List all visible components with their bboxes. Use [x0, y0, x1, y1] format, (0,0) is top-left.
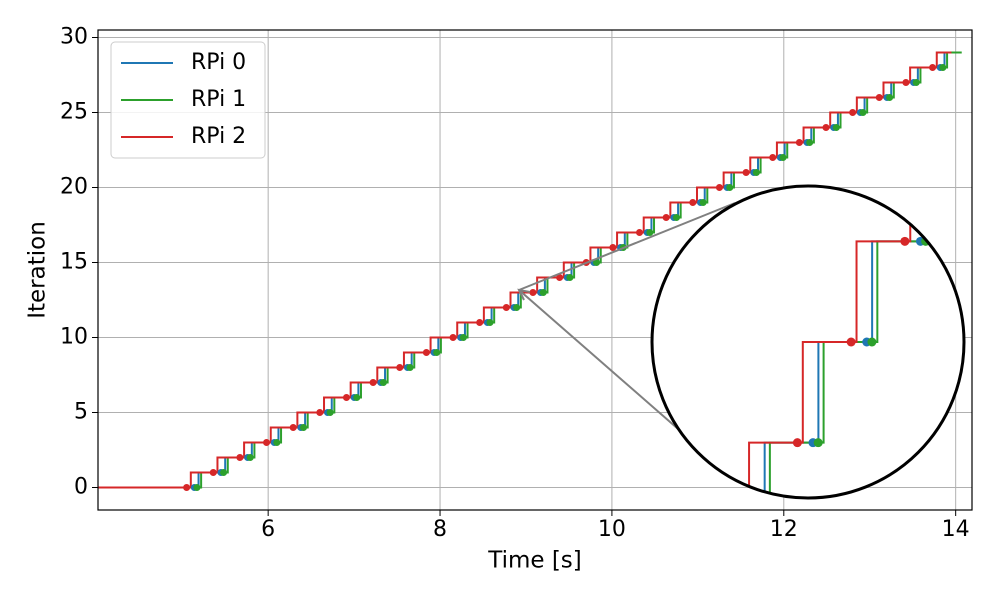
step-marker — [353, 394, 361, 401]
step-marker — [902, 79, 910, 86]
step-marker — [513, 304, 521, 311]
step-marker — [449, 334, 457, 341]
step-marker — [183, 484, 191, 491]
y-tick-label: 25 — [60, 100, 88, 125]
step-marker — [900, 236, 910, 246]
y-tick-label: 20 — [60, 175, 88, 200]
step-marker — [209, 469, 217, 476]
step-marker — [867, 337, 877, 347]
step-marker — [289, 424, 297, 431]
y-tick-label: 5 — [74, 400, 88, 425]
step-marker — [326, 409, 334, 416]
axes-frame — [97, 29, 973, 511]
step-marker — [502, 304, 510, 311]
step-marker — [299, 424, 307, 431]
step-marker — [662, 214, 670, 221]
step-marker — [849, 109, 857, 116]
step-marker — [646, 229, 654, 236]
step-marker — [699, 199, 707, 206]
step-marker — [939, 64, 947, 71]
y-tick-label: 0 — [74, 475, 88, 500]
step-marker — [316, 409, 324, 416]
step-marker — [672, 214, 680, 221]
step-marker — [832, 124, 840, 131]
step-marker — [795, 139, 803, 146]
step-marker — [459, 334, 467, 341]
step-marker — [859, 109, 867, 116]
legend-box — [110, 41, 266, 159]
step-marker — [529, 289, 537, 296]
step-marker — [886, 94, 894, 101]
step-marker — [406, 364, 414, 371]
step-marker — [813, 438, 823, 448]
x-tick-label: 10 — [598, 517, 626, 542]
step-marker — [822, 124, 830, 131]
step-marker — [433, 349, 441, 356]
step-marker — [379, 379, 387, 386]
x-tick-label: 6 — [261, 517, 275, 542]
step-marker — [779, 154, 787, 161]
step-marker — [742, 169, 750, 176]
step-line — [98, 51, 962, 489]
step-marker — [342, 394, 350, 401]
step-marker — [422, 349, 430, 356]
plot-area — [98, 51, 962, 491]
step-marker — [193, 484, 201, 491]
y-tick-label: 10 — [60, 325, 88, 350]
step-marker — [636, 229, 644, 236]
step-marker — [593, 259, 601, 266]
legend-label: RPi 0 — [191, 50, 246, 75]
step-marker — [806, 139, 814, 146]
step-marker — [476, 319, 484, 326]
step-marker — [689, 199, 697, 206]
step-marker — [236, 454, 244, 461]
step-marker — [246, 454, 254, 461]
legend-label: RPi 1 — [191, 87, 246, 112]
step-marker — [752, 169, 760, 176]
step-marker — [875, 94, 883, 101]
step-marker — [792, 438, 802, 448]
legend-label: RPi 2 — [191, 124, 246, 149]
step-marker — [609, 244, 617, 251]
step-marker — [486, 319, 494, 326]
step-marker — [396, 364, 404, 371]
step-marker — [846, 337, 856, 347]
step-marker — [556, 274, 564, 281]
ticks: 6 8 10 12 14 0 5 10 15 20 25 30 — [60, 25, 970, 543]
step-marker — [369, 379, 377, 386]
y-tick-label: 15 — [60, 250, 88, 275]
step-marker — [929, 64, 937, 71]
step-marker — [220, 469, 228, 476]
y-axis-label: Iteration — [25, 221, 51, 319]
step-marker — [769, 154, 777, 161]
step-marker — [263, 439, 271, 446]
x-tick-label: 12 — [770, 517, 798, 542]
y-tick-label: 30 — [60, 25, 88, 50]
step-marker — [273, 439, 281, 446]
step-line — [98, 51, 952, 489]
inset-border — [650, 184, 966, 500]
step-marker — [912, 79, 920, 86]
step-marker — [715, 184, 723, 191]
zoom-connector — [518, 202, 736, 291]
x-axis-label: Time [s] — [487, 548, 582, 574]
x-tick-label: 14 — [942, 517, 970, 542]
x-tick-label: 8 — [433, 517, 447, 542]
step-marker — [566, 274, 574, 281]
step-marker — [539, 289, 547, 296]
legend: RPi 0 RPi 1 RPi 2 — [110, 41, 266, 159]
step-marker — [726, 184, 734, 191]
zoom-arrowhead — [517, 288, 531, 301]
